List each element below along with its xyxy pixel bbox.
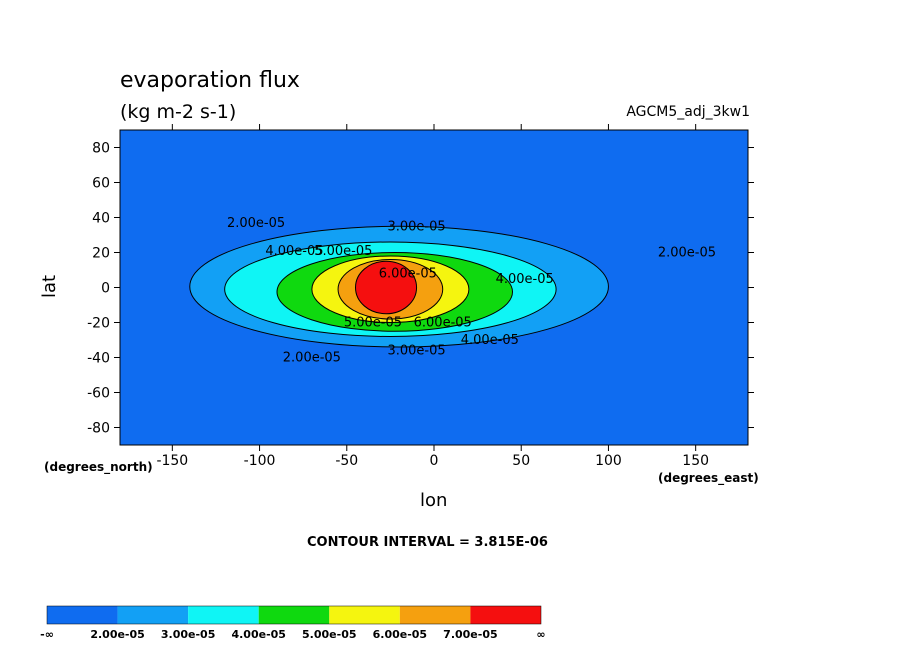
contour-label: 2.00e-05 [227,216,285,231]
y-tick-label: 0 [101,281,110,297]
colorbar-label: 6.00e-05 [373,628,427,641]
contour-label: 3.00e-05 [387,219,445,234]
colorbar-frame [46,605,542,625]
colorbar-swatch [470,606,541,624]
y-tick-label: 60 [92,176,110,192]
contour-label: 2.00e-05 [283,351,341,366]
x-tick-label: -150 [156,453,188,469]
colorbar-swatch [399,606,471,624]
contour-label: 6.00e-05 [379,267,437,282]
x-tick-label: 100 [595,453,622,469]
colorbar-swatch [117,606,189,624]
contour-label: 5.00e-05 [314,244,372,259]
colorbar-swatch [329,606,400,624]
contour-label: 4.00e-05 [496,272,554,287]
x-tick-label: -100 [244,453,276,469]
colorbar-label: 5.00e-05 [302,628,356,641]
contour-label: 6.00e-05 [414,316,472,331]
colorbar-swatch [188,606,259,624]
contour-label: 4.00e-05 [461,333,519,348]
x-tick-label: 50 [512,453,530,469]
colorbar-swatch [47,606,118,624]
x-axis-label: lon [420,490,448,511]
y-tick-label: 40 [92,211,110,227]
y-tick-label: 20 [92,246,110,262]
x-tick-label: 0 [430,453,439,469]
contour-label: 4.00e-05 [265,244,323,259]
y-axis-units: (degrees_north) [44,460,153,474]
colorbar-label: 3.00e-05 [161,628,215,641]
y-tick-label: -60 [87,386,110,402]
x-tick-label: 150 [682,453,709,469]
chart-title: evaporation flux [120,68,300,93]
x-axis-units: (degrees_east) [658,471,759,485]
y-tick-label: -80 [87,421,110,437]
colorbar-label: ∞ [536,628,545,641]
contour-label: 5.00e-05 [344,316,402,331]
colorbar-label: 4.00e-05 [231,628,285,641]
contour-fill-level-7 [355,260,418,315]
contour-label: 2.00e-05 [658,246,716,261]
y-tick-label: 80 [92,141,110,157]
contour-interval: CONTOUR INTERVAL = 3.815E-06 [307,535,548,550]
chart-units: (kg m-2 s-1) [120,101,237,123]
dataset-name: AGCM5_adj_3kw1 [626,104,750,120]
colorbar-label: 2.00e-05 [90,628,144,641]
x-tick-label: -50 [335,453,358,469]
y-tick-label: -40 [87,351,110,367]
colorbar-label: -∞ [40,628,54,641]
contour-label: 3.00e-05 [387,344,445,359]
colorbar-swatch [258,606,330,624]
colorbar-label: 7.00e-05 [443,628,497,641]
y-tick-label: -20 [87,316,110,332]
